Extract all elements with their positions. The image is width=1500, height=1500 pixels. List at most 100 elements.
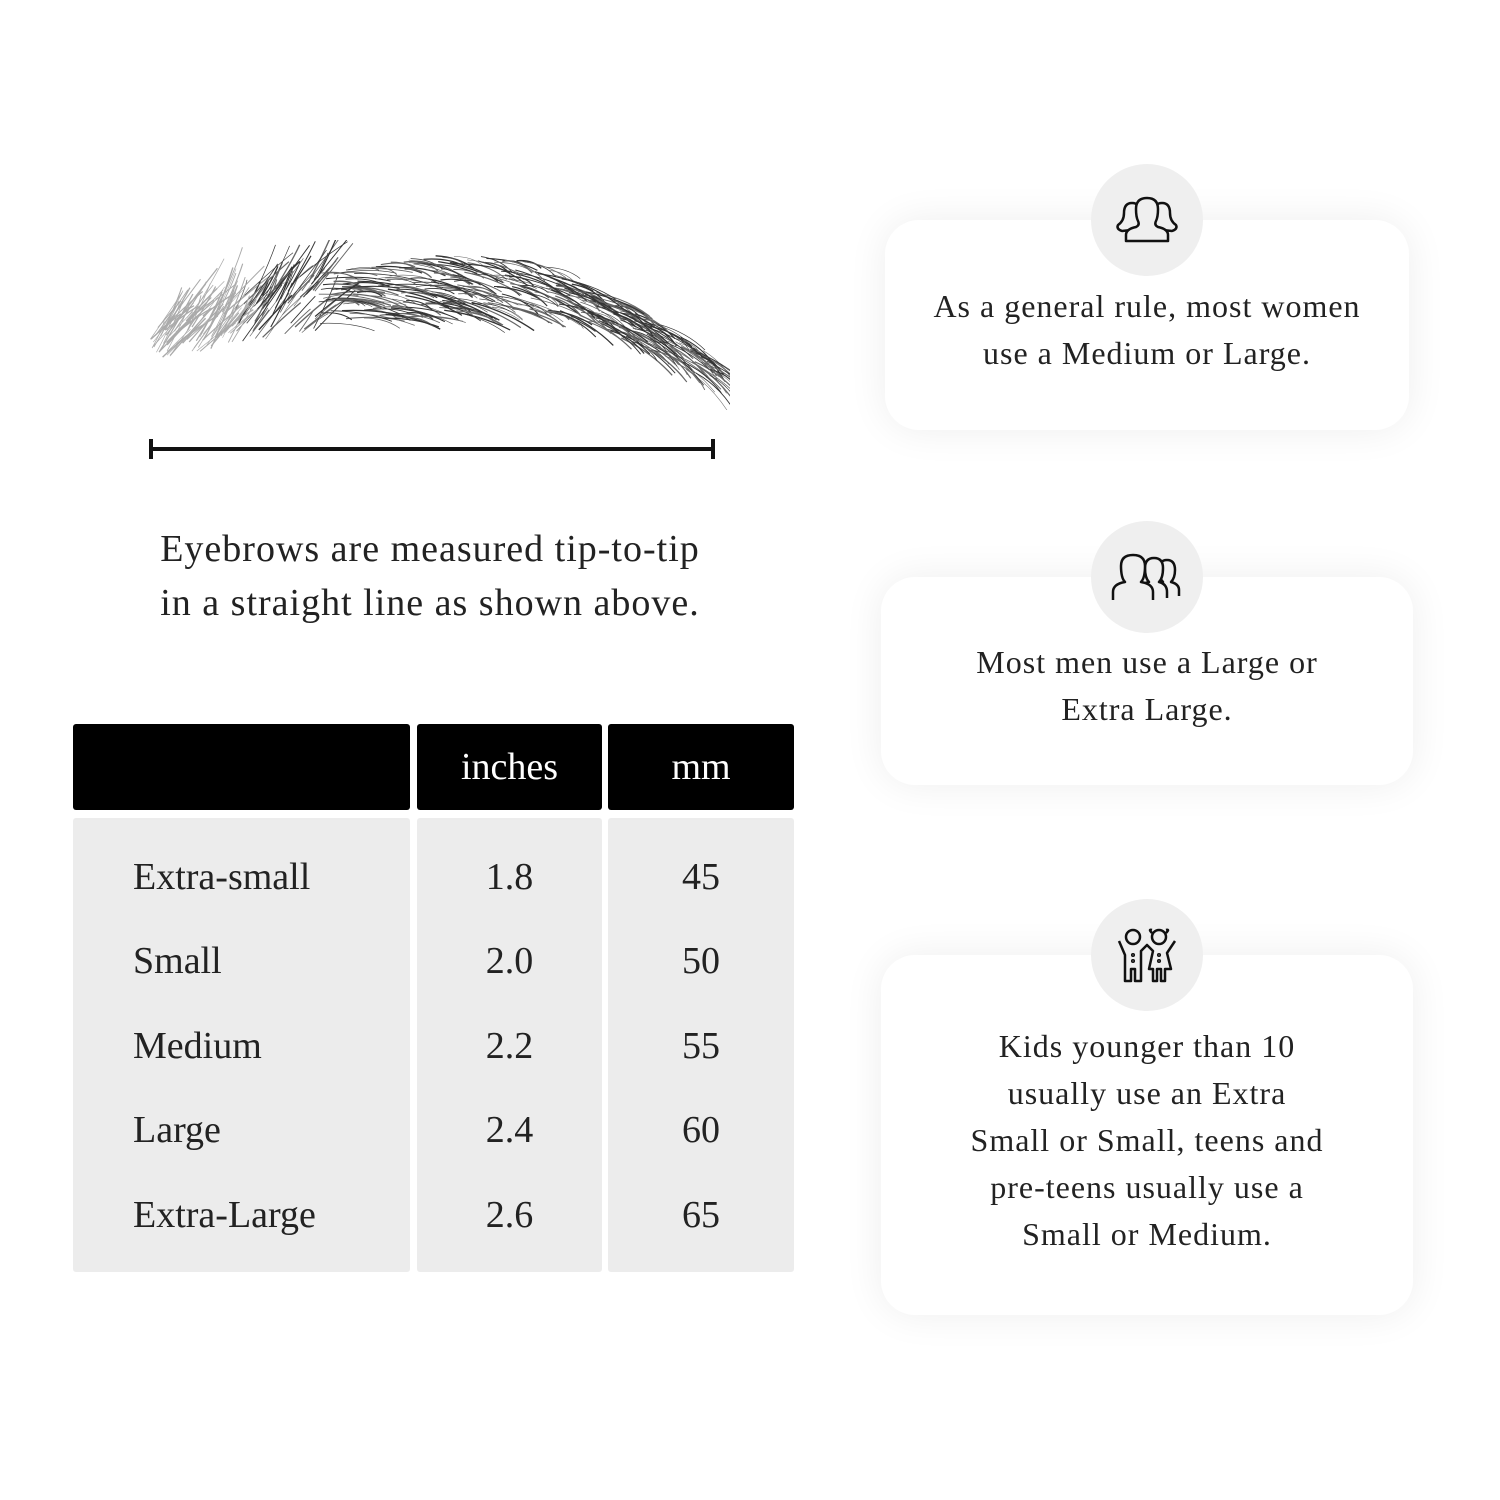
caption-line: Eyebrows are measured tip-to-tip <box>160 528 700 570</box>
mm-value: 55 <box>682 1025 720 1067</box>
eyebrow-hair <box>265 286 302 340</box>
eyebrow-hair <box>216 307 242 339</box>
eyebrow-hair <box>695 372 730 405</box>
eyebrow-hair <box>457 299 522 329</box>
eyebrow-hair <box>404 268 433 279</box>
eyebrow-hair <box>619 310 653 329</box>
eyebrow-hair <box>191 322 213 352</box>
eyebrow-hair <box>390 307 446 323</box>
eyebrow-hair <box>675 341 718 380</box>
eyebrow-hair <box>694 361 730 387</box>
eyebrow-hair <box>375 276 408 281</box>
eyebrow-hair <box>561 278 616 300</box>
eyebrow-hair <box>501 293 539 315</box>
card-text: Most men use a Large or <box>976 644 1318 680</box>
eyebrow-hair <box>440 283 495 302</box>
eyebrow-hair <box>471 303 510 312</box>
eyebrow-hair <box>652 343 692 379</box>
eyebrow-hair <box>613 323 637 343</box>
eyebrow-hair <box>479 298 516 313</box>
eyebrow-hair <box>335 285 400 290</box>
eyebrow-hair <box>190 283 237 322</box>
eyebrow-hair <box>598 320 631 336</box>
eyebrow-hair <box>516 259 542 269</box>
eyebrow-hair <box>518 304 552 315</box>
eyebrow-hair <box>462 285 493 294</box>
eyebrow-hair <box>545 266 581 279</box>
eyebrow-hair <box>474 288 514 308</box>
eyebrow-hair <box>549 296 581 316</box>
eyebrow-hair <box>290 295 316 324</box>
inches-value: 2.0 <box>485 940 534 982</box>
eyebrow-hair <box>425 302 475 312</box>
eyebrow-hair <box>675 338 702 355</box>
eyebrow-hair <box>260 245 290 306</box>
eyebrow-hair <box>216 304 240 337</box>
eyebrow-hair <box>559 310 614 346</box>
eyebrow-hair <box>439 301 475 317</box>
eyebrow-hair <box>613 313 646 333</box>
eyebrow-hair <box>580 301 623 328</box>
card-text: As a general rule, most women <box>933 288 1361 324</box>
eyebrow-hair <box>582 299 636 330</box>
eyebrow-hair <box>363 317 401 329</box>
eyebrow-hair <box>318 293 385 304</box>
eyebrow-hair <box>190 289 224 325</box>
eyebrow-hair <box>307 240 331 283</box>
eyebrow-hair <box>522 261 567 279</box>
measurement-caption: Eyebrows are measured tip-to-tip in a st… <box>90 522 770 630</box>
eyebrow-hair <box>239 263 279 320</box>
eyebrow-hair <box>669 345 708 379</box>
eyebrow-hair <box>454 279 481 286</box>
eyebrow-hair <box>599 298 660 325</box>
card-kids: Kids younger than 10 usually use an Extr… <box>881 955 1413 1315</box>
eyebrow-hair <box>261 266 293 310</box>
eyebrow-hair <box>456 310 504 326</box>
eyebrow-hair <box>464 293 519 306</box>
eyebrow-hair <box>261 266 279 296</box>
table-header-inches: inches <box>417 724 602 810</box>
eyebrow-hair <box>701 361 730 378</box>
eyebrow-hair <box>692 350 730 375</box>
eyebrow-hair <box>206 315 227 346</box>
eyebrow-hair <box>389 274 433 281</box>
eyebrow-hair <box>475 271 505 284</box>
eyebrow-hair <box>290 255 312 289</box>
eyebrow-hair <box>341 285 399 296</box>
eyebrow-hair <box>487 302 553 325</box>
eyebrow-hair <box>357 280 425 293</box>
table-column-mm <box>608 818 794 1272</box>
size-label: Extra-Large <box>133 1194 316 1236</box>
eyebrow-hair <box>269 269 293 295</box>
card-text: usually use an Extra <box>1007 1074 1287 1111</box>
eyebrow-hair <box>646 333 696 374</box>
eyebrow-hair <box>696 364 730 397</box>
eyebrow-hair <box>185 288 218 322</box>
eyebrow-hair <box>216 272 237 316</box>
eyebrow-hair <box>433 272 471 286</box>
eyebrow-hair <box>200 291 223 335</box>
men-group-icon <box>1091 521 1203 633</box>
mm-value: 65 <box>682 1194 720 1236</box>
eyebrow-hair <box>159 290 184 333</box>
eyebrow-hair <box>685 369 728 410</box>
eyebrow-hair <box>444 297 491 308</box>
eyebrow-hair <box>399 266 446 277</box>
eyebrow-hair <box>618 326 662 349</box>
eyebrow-hair <box>340 270 397 274</box>
eyebrow-hair <box>515 298 581 326</box>
eyebrow-hair <box>635 320 694 359</box>
eyebrow-hair <box>406 299 433 311</box>
eyebrow-hair <box>316 240 337 278</box>
eyebrow-hair <box>680 336 716 366</box>
eyebrow-hair <box>467 262 508 280</box>
eyebrow-hair <box>258 294 293 331</box>
eyebrow-hair <box>550 288 596 319</box>
eyebrow-hair <box>228 311 256 334</box>
eyebrow-hair <box>655 347 677 367</box>
eyebrow-hair <box>275 270 291 302</box>
mm-value: 60 <box>682 1109 720 1151</box>
size-label: Extra-small <box>133 856 311 898</box>
eyebrow-hair <box>151 321 165 349</box>
eyebrow-hair <box>202 292 237 317</box>
